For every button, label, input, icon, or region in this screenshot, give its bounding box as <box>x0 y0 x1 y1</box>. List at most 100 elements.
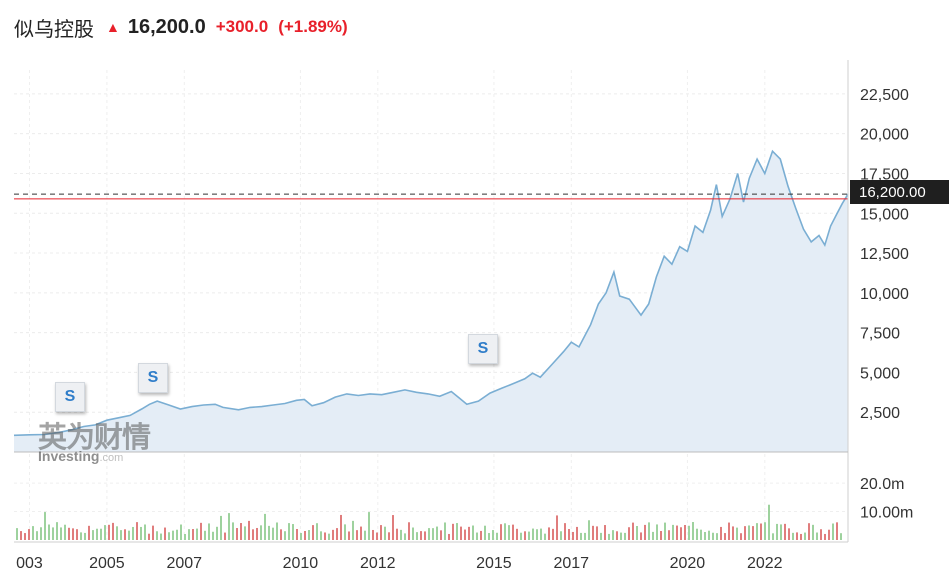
volume-bar <box>228 513 230 540</box>
volume-bar <box>80 532 82 540</box>
volume-bar <box>124 529 126 540</box>
volume-bar <box>684 524 686 540</box>
volume-bar <box>656 524 658 540</box>
volume-bar <box>316 523 318 540</box>
volume-bar <box>60 527 62 540</box>
volume-bar <box>412 527 414 540</box>
volume-bar <box>52 527 54 540</box>
volume-bar <box>348 531 350 540</box>
volume-bar <box>452 523 454 540</box>
volume-bar <box>48 524 50 540</box>
volume-bar <box>104 525 106 540</box>
volume-bar <box>328 533 330 540</box>
volume-bar <box>532 528 534 540</box>
volume-bar <box>836 522 838 540</box>
volume-bar <box>176 529 178 540</box>
volume-bar <box>76 529 78 540</box>
x-tick-label: 003 <box>16 555 43 572</box>
price-change: +300.0 <box>215 17 269 36</box>
split-marker[interactable]: S <box>138 363 168 393</box>
volume-bar <box>120 530 122 540</box>
volume-bar <box>168 532 170 540</box>
price-change-percent: (+1.89%) <box>278 17 348 36</box>
volume-bar <box>624 532 626 540</box>
volume-bar <box>668 530 670 540</box>
volume-bar <box>808 523 810 540</box>
volume-bar <box>216 526 218 540</box>
volume-bar <box>332 529 334 540</box>
volume-bar <box>720 526 722 540</box>
volume-bar <box>56 522 58 540</box>
volume-bar <box>192 529 194 540</box>
volume-bar <box>676 525 678 540</box>
volume-bar <box>416 532 418 540</box>
watermark-logo: Investing.com <box>38 448 123 464</box>
volume-bar <box>460 526 462 540</box>
split-marker[interactable]: S <box>468 334 498 364</box>
y-tick-label: 7,500 <box>860 326 900 343</box>
volume-bar <box>572 531 574 540</box>
y-tick-label: 5,000 <box>860 365 900 382</box>
volume-bar <box>592 525 594 540</box>
volume-bar <box>828 529 830 540</box>
volume-bar <box>380 525 382 540</box>
volume-bar <box>336 528 338 540</box>
volume-bar <box>72 528 74 540</box>
volume-bar <box>536 529 538 540</box>
split-marker[interactable]: S <box>55 382 85 412</box>
volume-bar <box>136 522 138 540</box>
y-tick-label: 17,500 <box>860 166 909 183</box>
volume-bar <box>524 531 526 540</box>
volume-bar <box>620 532 622 540</box>
volume-bar <box>772 533 774 540</box>
volume-bar <box>308 530 310 540</box>
volume-bar <box>664 522 666 540</box>
x-tick-label: 2022 <box>747 555 783 572</box>
volume-bar <box>288 523 290 540</box>
volume-bar <box>520 532 522 540</box>
volume-bar <box>464 529 466 540</box>
volume-bar <box>748 525 750 540</box>
volume-bar <box>384 526 386 540</box>
price-area <box>14 151 848 452</box>
volume-bar <box>244 526 246 540</box>
volume-bar <box>708 530 710 540</box>
volume-bar <box>556 515 558 540</box>
x-tick-label: 2010 <box>283 555 319 572</box>
volume-bar <box>108 524 110 540</box>
volume-bar <box>760 523 762 540</box>
volume-bar <box>436 526 438 540</box>
volume-bar <box>732 526 734 540</box>
volume-bar <box>804 532 806 540</box>
volume-bar <box>512 524 514 540</box>
volume-bar <box>40 527 42 540</box>
volume-bar <box>480 530 482 540</box>
volume-bar <box>260 525 262 540</box>
volume-bar <box>132 526 134 540</box>
volume-bar <box>728 522 730 540</box>
volume-bar <box>800 533 802 540</box>
volume-bar <box>112 522 114 540</box>
volume-bar <box>820 529 822 540</box>
volume-bar <box>600 532 602 540</box>
volume-bar <box>648 522 650 540</box>
volume-bar <box>204 530 206 540</box>
volume-bar <box>408 522 410 540</box>
x-tick-label: 2015 <box>476 555 512 572</box>
volume-bar <box>388 532 390 540</box>
volume-bar <box>632 522 634 540</box>
volume-bar <box>552 528 554 540</box>
last-price: 16,200.0 <box>127 15 206 38</box>
volume-bar <box>756 523 758 540</box>
volume-bar <box>608 533 610 540</box>
y-tick-label: 12,500 <box>860 246 909 263</box>
volume-bar <box>16 528 18 540</box>
volume-bar <box>236 528 238 540</box>
volume-bar <box>184 533 186 540</box>
volume-bar <box>188 529 190 540</box>
volume-bar <box>576 526 578 540</box>
volume-bar <box>604 525 606 540</box>
y-tick-label: 22,500 <box>860 87 909 104</box>
volume-bar <box>692 522 694 540</box>
